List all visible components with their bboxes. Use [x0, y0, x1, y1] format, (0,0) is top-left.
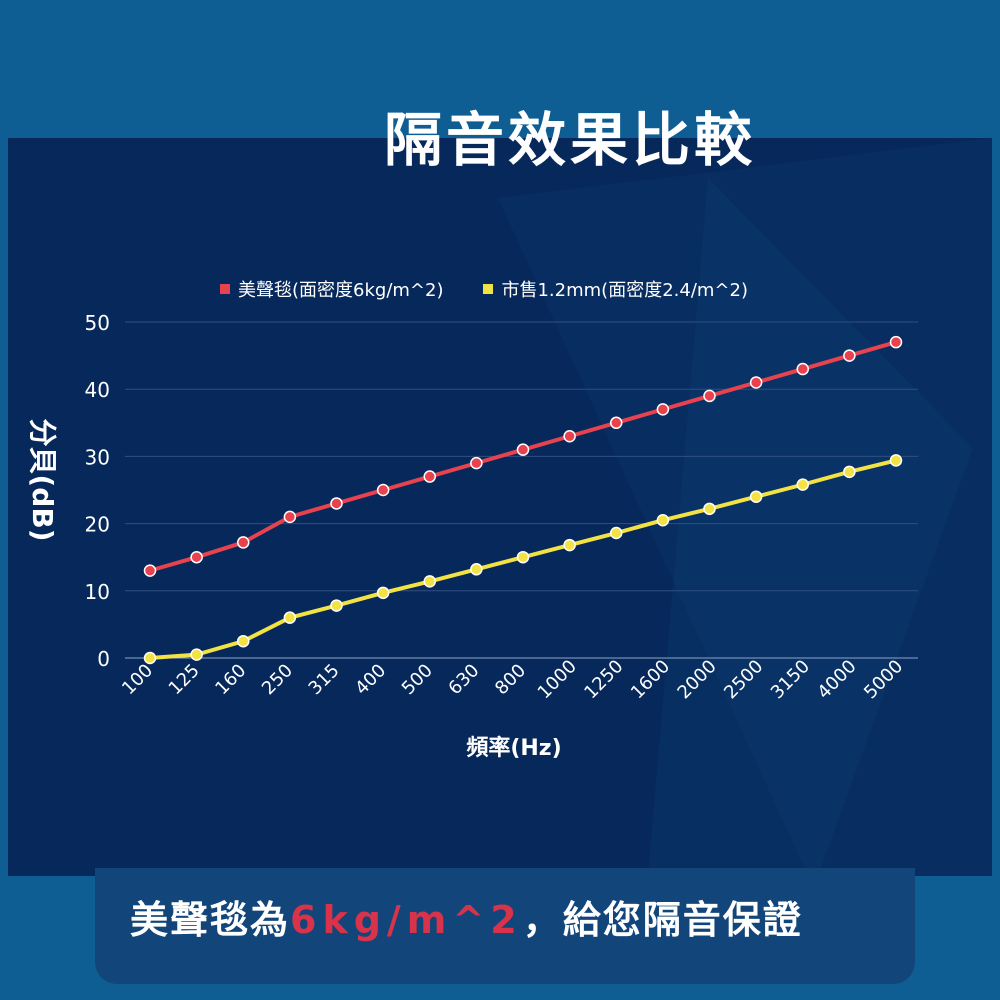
footer-suffix: ，給您隔音保證	[522, 898, 803, 942]
x-tick-label-400: 400	[351, 660, 390, 699]
data-point-s1-630	[470, 563, 483, 576]
data-point-s0-4000	[843, 349, 856, 362]
data-point-s0-500	[423, 470, 436, 483]
x-tick-label-1000: 1000	[534, 656, 581, 703]
data-point-s0-250	[283, 510, 297, 524]
x-tick-label-315: 315	[305, 660, 344, 699]
y-tick-label-20: 20	[85, 513, 110, 537]
data-point-s0-160	[237, 536, 250, 549]
data-point-s0-1600	[656, 403, 670, 416]
chart-panel	[8, 138, 992, 876]
data-point-s1-100	[143, 651, 157, 665]
legend-label-red: 美聲毯(面密度6kg/m^2)	[238, 280, 444, 301]
x-tick-label-250: 250	[258, 660, 297, 699]
page-title: 隔音效果比較	[383, 106, 756, 174]
footer-slogan: 美聲毯為6kg/m^2，給您隔音保證	[130, 890, 803, 950]
y-tick-label-50: 50	[85, 311, 110, 335]
x-tick-label-100: 100	[118, 660, 157, 699]
data-point-s1-800	[516, 550, 530, 564]
data-point-s1-5000	[889, 454, 903, 467]
x-tick-label-4000: 4000	[813, 656, 860, 703]
data-point-s0-3150	[796, 362, 809, 376]
data-point-s1-160	[237, 634, 250, 648]
x-tick-label-500: 500	[398, 660, 437, 699]
data-point-s0-630	[470, 456, 483, 470]
data-point-s1-125	[190, 648, 203, 661]
legend-item-yellow: 市售1.2mm(面密度2.4/m^2)	[483, 276, 748, 302]
data-point-s1-3150	[796, 478, 809, 491]
data-point-s1-1000	[563, 538, 576, 552]
legend-label-yellow: 市售1.2mm(面密度2.4/m^2)	[501, 280, 748, 301]
y-axis-title-text: 分貝(dB)	[26, 418, 59, 542]
x-tick-label-160: 160	[211, 660, 250, 699]
data-point-s0-100	[143, 564, 157, 577]
x-tick-label-3150: 3150	[767, 656, 814, 703]
data-point-s1-1600	[656, 513, 670, 527]
y-tick-label-0: 0	[97, 647, 110, 671]
data-point-s0-2000	[703, 389, 716, 403]
footer-accent: 6kg/m^2	[290, 898, 523, 942]
x-tick-label-630: 630	[444, 660, 483, 699]
data-point-s0-125	[190, 550, 203, 564]
data-point-s1-4000	[843, 465, 856, 479]
chart-legend: 美聲毯(面密度6kg/m^2) 市售1.2mm(面密度2.4/m^2)	[220, 277, 788, 301]
data-point-s1-2500	[749, 490, 763, 503]
data-point-s1-250	[283, 611, 297, 624]
data-point-s1-315	[330, 599, 343, 612]
legend-swatch-yellow	[483, 284, 494, 294]
footer-prefix: 美聲毯為	[130, 898, 291, 942]
legend-swatch-red	[220, 284, 230, 294]
data-point-s0-1250	[610, 416, 623, 430]
footer-banner	[95, 868, 915, 984]
data-point-s1-500	[423, 575, 436, 588]
data-point-s0-5000	[889, 335, 903, 349]
data-point-s1-2000	[703, 502, 716, 516]
x-tick-label-2000: 2000	[674, 656, 721, 703]
data-point-s0-800	[516, 443, 530, 456]
x-tick-label-1600: 1600	[627, 656, 674, 703]
y-tick-label-40: 40	[85, 378, 110, 402]
y-tick-label-10: 10	[85, 580, 110, 604]
y-tick-label-30: 30	[85, 445, 110, 469]
x-tick-label-2500: 2500	[720, 656, 767, 703]
data-point-s1-1250	[610, 526, 623, 540]
legend-item-red: 美聲毯(面密度6kg/m^2)	[220, 276, 443, 302]
x-tick-label-1250: 1250	[580, 656, 627, 703]
data-point-s1-400	[376, 586, 390, 600]
data-point-s0-2500	[749, 376, 763, 389]
x-axis-title: 頻率(Hz)	[466, 736, 562, 761]
x-tick-label-5000: 5000	[860, 656, 907, 703]
data-point-s0-315	[330, 497, 343, 510]
data-point-s0-1000	[563, 429, 576, 443]
data-point-s0-400	[376, 483, 390, 497]
x-tick-label-800: 800	[491, 660, 530, 699]
x-tick-label-125: 125	[165, 660, 204, 699]
